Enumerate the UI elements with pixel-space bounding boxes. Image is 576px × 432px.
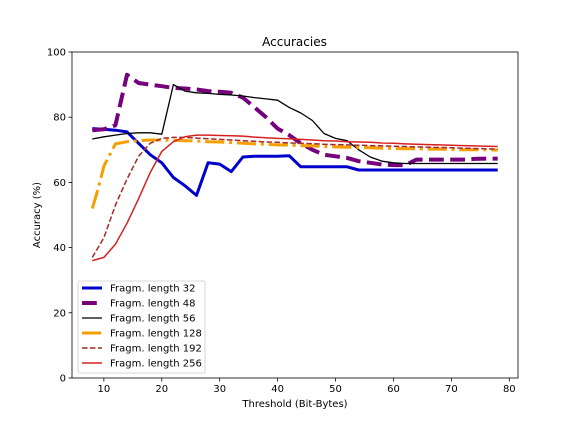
series-lines <box>90 72 498 262</box>
legend-label-1: Fragm. length 32 <box>110 284 196 295</box>
x-tick-label: 70 <box>445 384 458 395</box>
legend-label-5: Fragm. length 192 <box>110 344 202 355</box>
y-tick-label: 40 <box>53 243 66 254</box>
series-line-6 <box>92 134 498 262</box>
x-axis-ticks: 10 20 30 40 50 60 70 80 <box>97 378 516 395</box>
legend-box <box>77 280 206 374</box>
x-tick-label: 30 <box>213 384 226 395</box>
legend-label-2: Fragm. length 48 <box>110 299 196 310</box>
y-tick-label: 60 <box>53 178 66 189</box>
x-tick-label: 80 <box>503 384 516 395</box>
legend-label-6: Fragm. length 256 <box>110 359 202 370</box>
y-axis-label: Accuracy (%) <box>32 182 43 248</box>
series-line-5 <box>91 136 498 258</box>
x-tick-label: 40 <box>271 384 284 395</box>
y-tick-label: 20 <box>53 308 66 319</box>
plot-frame <box>71 51 519 379</box>
legend: Fragm. length 32 Fragm. length 48 Fragm. l… <box>77 280 206 374</box>
y-tick-label: 100 <box>47 48 66 59</box>
legend-label-4: Fragm. length 128 <box>110 329 202 340</box>
y-tick-label: 80 <box>53 113 66 124</box>
series-line-4 <box>90 138 498 209</box>
series-line-1 <box>92 127 498 197</box>
x-tick-label: 50 <box>329 384 342 395</box>
x-axis-label: Threshold (Bit-Bytes) <box>241 399 347 410</box>
series-line-3 <box>92 83 498 165</box>
x-tick-label: 60 <box>387 384 400 395</box>
x-tick-label: 10 <box>97 384 110 395</box>
chart-title: Accuracies <box>262 35 327 49</box>
y-axis-ticks: 0 20 40 60 80 100 <box>47 48 72 385</box>
y-tick-label: 0 <box>60 374 66 385</box>
x-tick-label: 20 <box>155 384 168 395</box>
legend-label-3: Fragm. length 56 <box>110 314 196 325</box>
